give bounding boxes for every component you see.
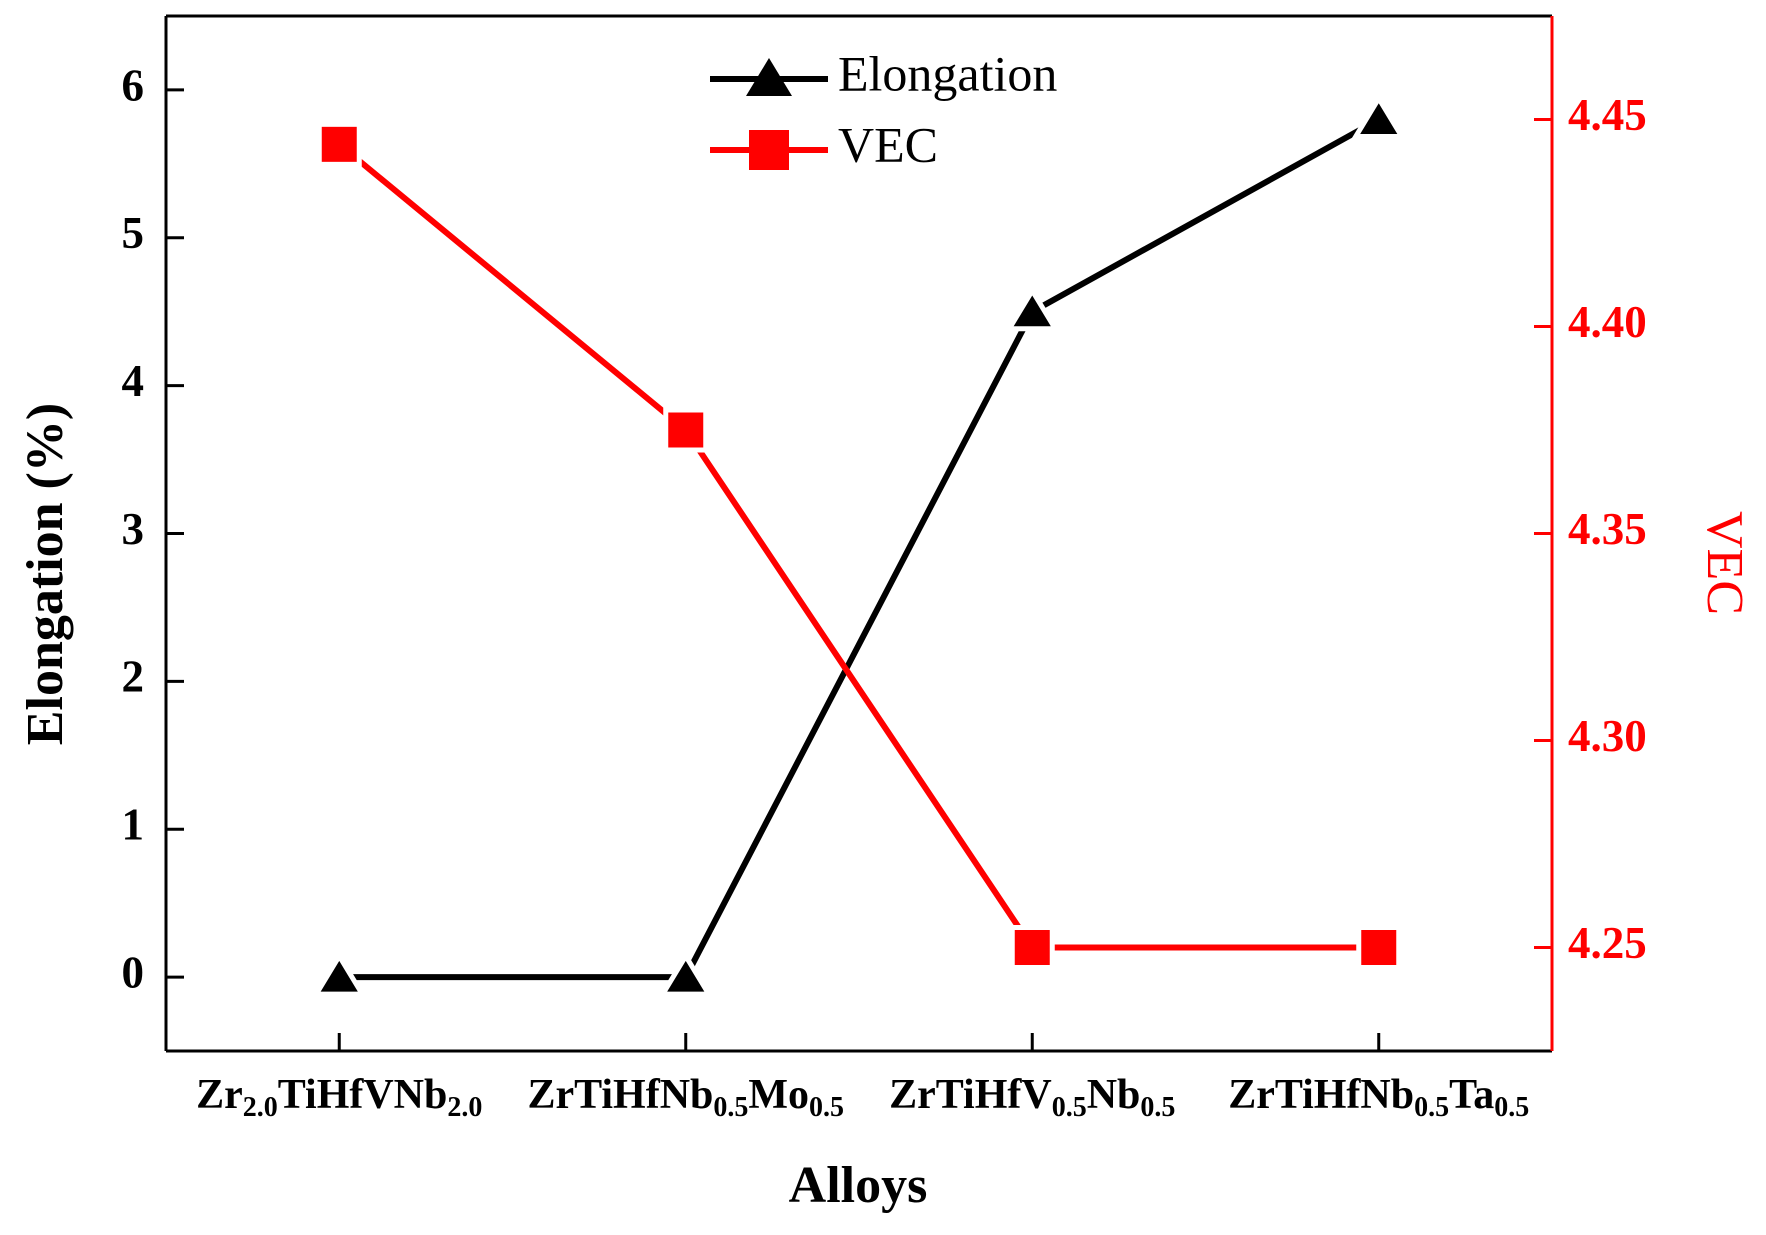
subscript: 0.5 bbox=[809, 1092, 844, 1123]
marker bbox=[311, 951, 367, 997]
y2-axis-title: VEC bbox=[1696, 511, 1753, 615]
x-tick-label: ZrTiHfNb0.5Ta0.5 bbox=[1228, 1072, 1529, 1124]
subscript: 0.5 bbox=[1414, 1092, 1449, 1123]
y2-tick-label: 4.30 bbox=[1568, 711, 1647, 761]
y-axis-title: Elongation (%) bbox=[17, 403, 74, 745]
y-tick-label: 3 bbox=[122, 504, 145, 554]
x-tick-label: ZrTiHfNb0.5Mo0.5 bbox=[527, 1072, 844, 1124]
label-part: ZrTiHfNb bbox=[527, 1072, 713, 1118]
marker bbox=[1356, 925, 1402, 970]
subscript: 2.0 bbox=[447, 1092, 482, 1123]
y-tick-label: 2 bbox=[122, 652, 145, 702]
label-part: Nb bbox=[1087, 1072, 1141, 1118]
x-axis-title: Alloys bbox=[789, 1157, 928, 1214]
y2-tick-label: 4.40 bbox=[1568, 297, 1647, 347]
marker bbox=[663, 407, 709, 453]
y-tick-label: 5 bbox=[122, 208, 145, 258]
y-tick-label: 6 bbox=[122, 60, 145, 110]
label-part: Mo bbox=[748, 1072, 809, 1118]
legend-marker bbox=[746, 58, 792, 96]
legend-marker bbox=[749, 130, 789, 170]
label-part: ZrTiHfNb bbox=[1228, 1072, 1414, 1118]
subscript: 0.5 bbox=[1494, 1092, 1529, 1123]
legend-label: VEC bbox=[838, 116, 938, 172]
label-part: Ta bbox=[1449, 1072, 1494, 1118]
series-line bbox=[337, 142, 1379, 951]
subscript: 0.5 bbox=[1052, 1092, 1087, 1123]
label-part: ZrTiHfV bbox=[889, 1072, 1052, 1118]
y2-tick-label: 4.35 bbox=[1568, 504, 1647, 554]
series-line bbox=[339, 116, 1381, 981]
label-part: Zr bbox=[196, 1072, 243, 1118]
marker bbox=[658, 951, 714, 997]
y2-tick-label: 4.45 bbox=[1568, 90, 1647, 140]
y-tick-label: 4 bbox=[122, 356, 145, 406]
subscript: 0.5 bbox=[1140, 1092, 1175, 1123]
marker bbox=[1009, 925, 1055, 970]
subscript: 0.5 bbox=[713, 1092, 748, 1123]
x-tick-label: Zr2.0TiHfVNb2.0 bbox=[196, 1072, 482, 1124]
marker bbox=[1351, 93, 1407, 139]
y2-tick-label: 4.25 bbox=[1568, 918, 1647, 968]
marker bbox=[1004, 285, 1060, 332]
label-part: TiHfVNb bbox=[278, 1072, 448, 1118]
y-tick-label: 1 bbox=[122, 800, 145, 850]
x-tick-label: ZrTiHfV0.5Nb0.5 bbox=[889, 1072, 1175, 1124]
legend-label: Elongation bbox=[838, 45, 1057, 101]
subscript: 2.0 bbox=[243, 1092, 278, 1123]
y-tick-label: 0 bbox=[122, 947, 145, 997]
marker bbox=[316, 121, 362, 167]
